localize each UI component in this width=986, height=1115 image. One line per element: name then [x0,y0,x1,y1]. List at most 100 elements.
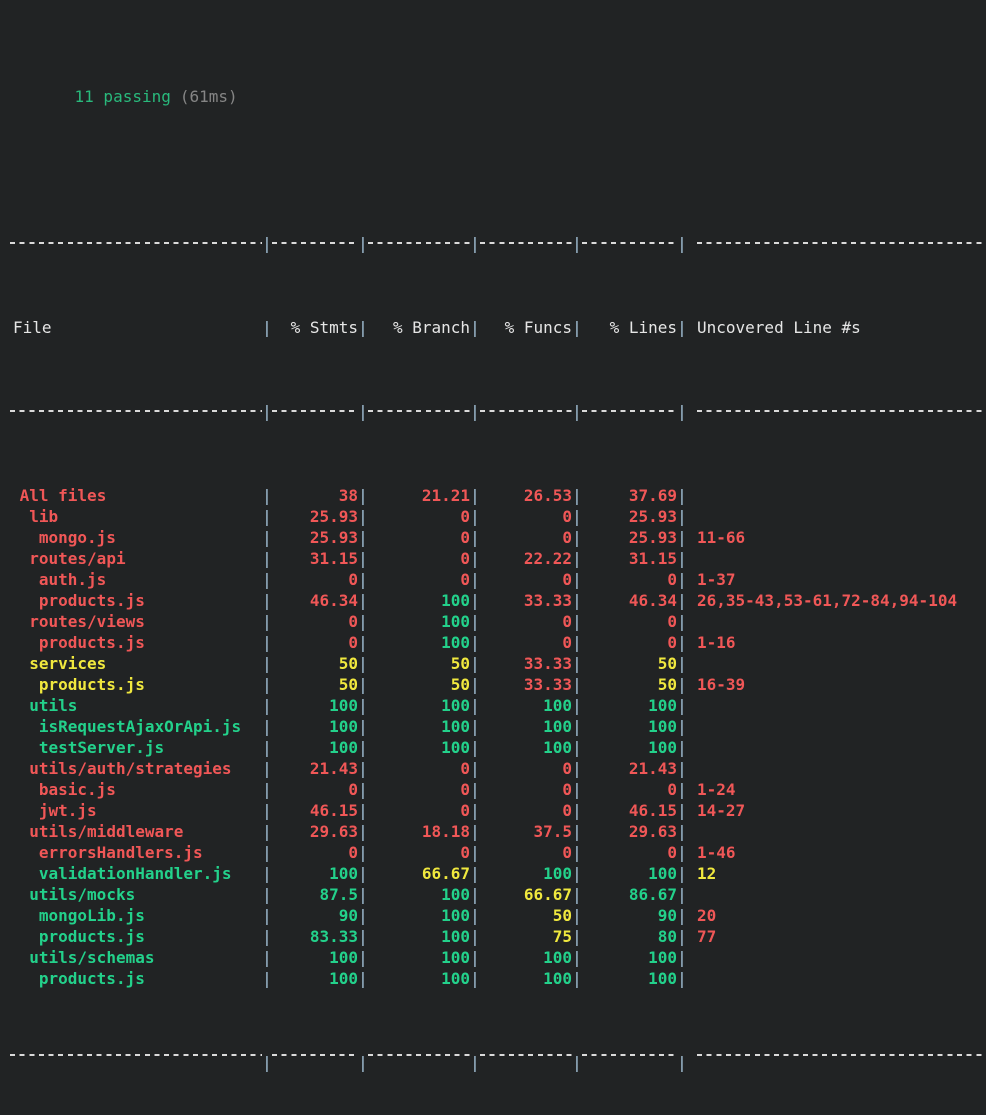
stmts-cell: 100 [329,948,358,967]
dash-segment [368,401,470,422]
lines-cell: 100 [648,948,677,967]
column-separator: | [677,591,687,610]
column-separator: | [470,885,480,904]
column-separator: | [470,402,480,421]
column-separator: | [470,759,480,778]
file-name-cell: services [29,654,107,673]
dash-segment [582,401,677,422]
column-separator: | [677,906,687,925]
branch-cell: 21.21 [421,486,470,505]
funcs-cell: 33.33 [523,591,572,610]
table-border-top: | | | | | [10,233,986,254]
funcs-cell: 100 [543,717,572,736]
coverage-row: jwt.js | 46.15 | 0 | 0 | 46.15 | 14-27 [10,800,986,821]
column-separator: | [262,717,272,736]
column-separator: | [572,864,582,883]
stmts-cell: 21.43 [309,759,358,778]
column-separator: | [358,948,368,967]
column-separator: | [572,675,582,694]
branch-cell: 50 [450,675,470,694]
funcs-cell: 33.33 [523,654,572,673]
column-separator: | [262,591,272,610]
funcs-cell: 26.53 [523,486,572,505]
dash-segment [10,1052,262,1073]
column-separator: | [358,717,368,736]
branch-cell: 0 [460,549,470,568]
lines-cell: 0 [667,570,677,589]
column-separator: | [572,1053,582,1072]
column-separator: | [677,969,687,988]
file-name-cell: products.js [38,633,145,652]
branch-cell: 0 [460,507,470,526]
column-separator: | [358,402,368,421]
funcs-cell: 66.67 [523,885,572,904]
coverage-row: utils/mocks | 87.5 | 100 | 66.67 | 86.67… [10,884,986,905]
funcs-cell: 33.33 [523,675,572,694]
stmts-cell: 25.93 [309,528,358,547]
column-separator: | [572,612,582,631]
dash-segment [272,233,358,254]
coverage-row: utils | 100 | 100 | 100 | 100 | [10,695,986,716]
uncovered-lines-cell: 26,35-43,53-61,72-84,94-104 [697,591,958,610]
funcs-cell: 75 [552,927,572,946]
stmts-cell: 50 [338,654,358,673]
column-separator: | [470,507,480,526]
file-name-cell: auth.js [38,570,107,589]
column-separator: | [677,549,687,568]
file-name-cell: jwt.js [38,801,97,820]
coverage-row: auth.js | 0 | 0 | 0 | 0 | 1-37 [10,569,986,590]
file-name-cell: routes/views [29,612,145,631]
file-name-cell: products.js [38,927,145,946]
dash-segment [480,1052,572,1073]
stmts-cell: 100 [329,717,358,736]
column-separator: | [470,486,480,505]
column-separator: | [358,1053,368,1072]
column-separator: | [262,318,272,337]
funcs-cell: 0 [562,570,572,589]
branch-cell: 0 [460,570,470,589]
file-name-cell: products.js [38,675,145,694]
column-separator: | [470,864,480,883]
column-separator: | [677,759,687,778]
file-name-cell: utils [29,696,78,715]
dash-segment [10,401,262,422]
column-separator: | [262,738,272,757]
dash-segment [687,1052,986,1073]
stmts-cell: 50 [338,675,358,694]
column-separator: | [572,654,582,673]
column-separator: | [677,780,687,799]
column-separator: | [262,885,272,904]
column-separator: | [262,843,272,862]
column-separator: | [470,717,480,736]
column-separator: | [358,822,368,841]
column-separator: | [262,969,272,988]
coverage-row: products.js | 50 | 50 | 33.33 | 50 | 16-… [10,674,986,695]
coverage-row: routes/api | 31.15 | 0 | 22.22 | 31.15 | [10,548,986,569]
column-separator: | [262,927,272,946]
column-separator: | [262,486,272,505]
column-separator: | [677,1053,687,1072]
dash-segment [582,1052,677,1073]
column-separator: | [262,654,272,673]
column-separator: | [572,780,582,799]
lines-cell: 80 [657,927,677,946]
column-separator: | [470,948,480,967]
column-separator: | [572,969,582,988]
column-separator: | [572,633,582,652]
file-name-cell: basic.js [38,780,116,799]
branch-cell: 0 [460,843,470,862]
lines-cell: 0 [667,843,677,862]
funcs-cell: 0 [562,843,572,862]
lines-cell: 50 [657,654,677,673]
tests-duration-text: (61ms) [179,87,238,106]
branch-cell: 100 [441,591,470,610]
column-separator: | [677,402,687,421]
branch-cell: 66.67 [421,864,470,883]
column-separator: | [470,969,480,988]
file-name-cell: errorsHandlers.js [38,843,203,862]
column-separator: | [358,633,368,652]
column-separator: | [262,528,272,547]
lines-cell: 100 [648,738,677,757]
column-separator: | [262,822,272,841]
